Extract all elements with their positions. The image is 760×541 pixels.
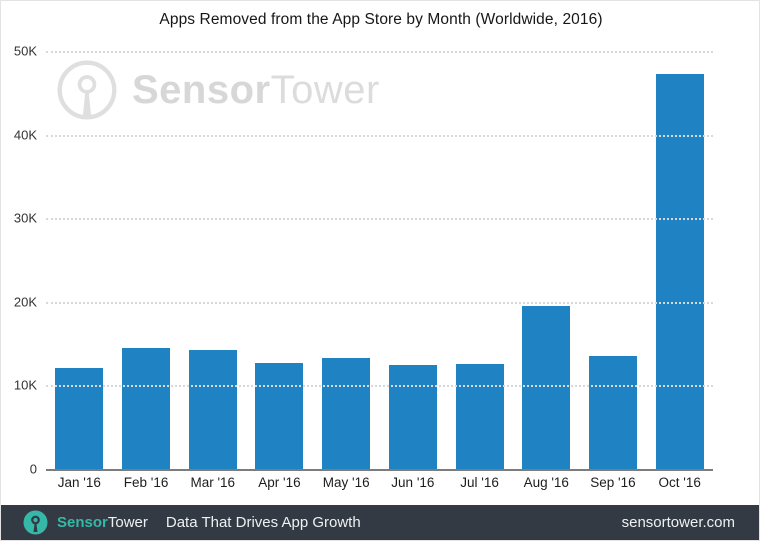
footer-tagline: Data That Drives App Growth [165, 514, 361, 531]
bar-jan-16 [55, 367, 104, 469]
x-tick-label: Jul '16 [460, 475, 499, 490]
footer-website: sensortower.com [621, 514, 735, 531]
y-tick-label: 50K [13, 43, 37, 59]
bar-jul-16 [455, 363, 504, 469]
bar-apr-16 [255, 362, 304, 469]
gridline-10K [46, 385, 713, 388]
footer-brand-light: Tower [107, 514, 148, 531]
bar-slot [646, 51, 713, 469]
chart-area: Apps Removed from the App Store by Month… [1, 1, 760, 507]
y-axis: 50K 40K 30K 20K 10K 0 [1, 44, 37, 477]
bar-slot [446, 51, 513, 469]
bar-slot [246, 51, 313, 469]
gridline-40K [46, 134, 713, 137]
gridline-30K [46, 218, 713, 221]
chart-title: Apps Removed from the App Store by Month… [159, 11, 603, 28]
x-tick-label: Sep '16 [590, 475, 636, 490]
y-tick-label: 40K [13, 127, 37, 143]
bar-slot [113, 51, 180, 469]
y-tick-label: 30K [13, 210, 37, 226]
sensortower-logo-icon [23, 510, 48, 535]
x-tick-label: Oct '16 [658, 475, 701, 490]
bars-row [46, 51, 713, 469]
bar-may-16 [322, 357, 371, 469]
footer-bar: SensorTower Data That Drives App Growth … [1, 505, 759, 540]
bar-aug-16 [522, 305, 571, 469]
gridline-20K [46, 301, 713, 304]
x-tick-label: Apr '16 [258, 475, 301, 490]
bar-slot [46, 51, 113, 469]
bar-feb-16 [122, 347, 171, 469]
bar-slot [313, 51, 380, 469]
bar-slot [513, 51, 580, 469]
plot-area [46, 51, 713, 471]
footer-brand: SensorTower [57, 515, 148, 530]
x-tick-label: Jun '16 [391, 475, 435, 490]
x-tick-label: May '16 [322, 475, 370, 490]
bar-slot [380, 51, 447, 469]
y-tick-label: 0 [29, 461, 37, 477]
x-axis: Jan '16 Feb '16 Mar '16 Apr '16 May '16 Jun '… [46, 475, 713, 490]
x-tick-label: Jan '16 [57, 475, 101, 490]
footer-brand-bold: Sensor [57, 514, 108, 531]
x-tick-label: Feb '16 [123, 475, 169, 490]
bar-sep-16 [588, 356, 637, 469]
bar-jun-16 [388, 365, 437, 469]
y-tick-label: 10K [13, 377, 37, 393]
bar-slot [179, 51, 246, 469]
bar-mar-16 [188, 350, 237, 469]
gridline-50K [46, 51, 713, 53]
y-tick-label: 20K [13, 294, 37, 310]
x-tick-label: Mar '16 [190, 475, 236, 490]
bar-slot [580, 51, 647, 469]
x-tick-label: Aug '16 [523, 475, 569, 490]
bar-oct-16 [655, 73, 704, 469]
